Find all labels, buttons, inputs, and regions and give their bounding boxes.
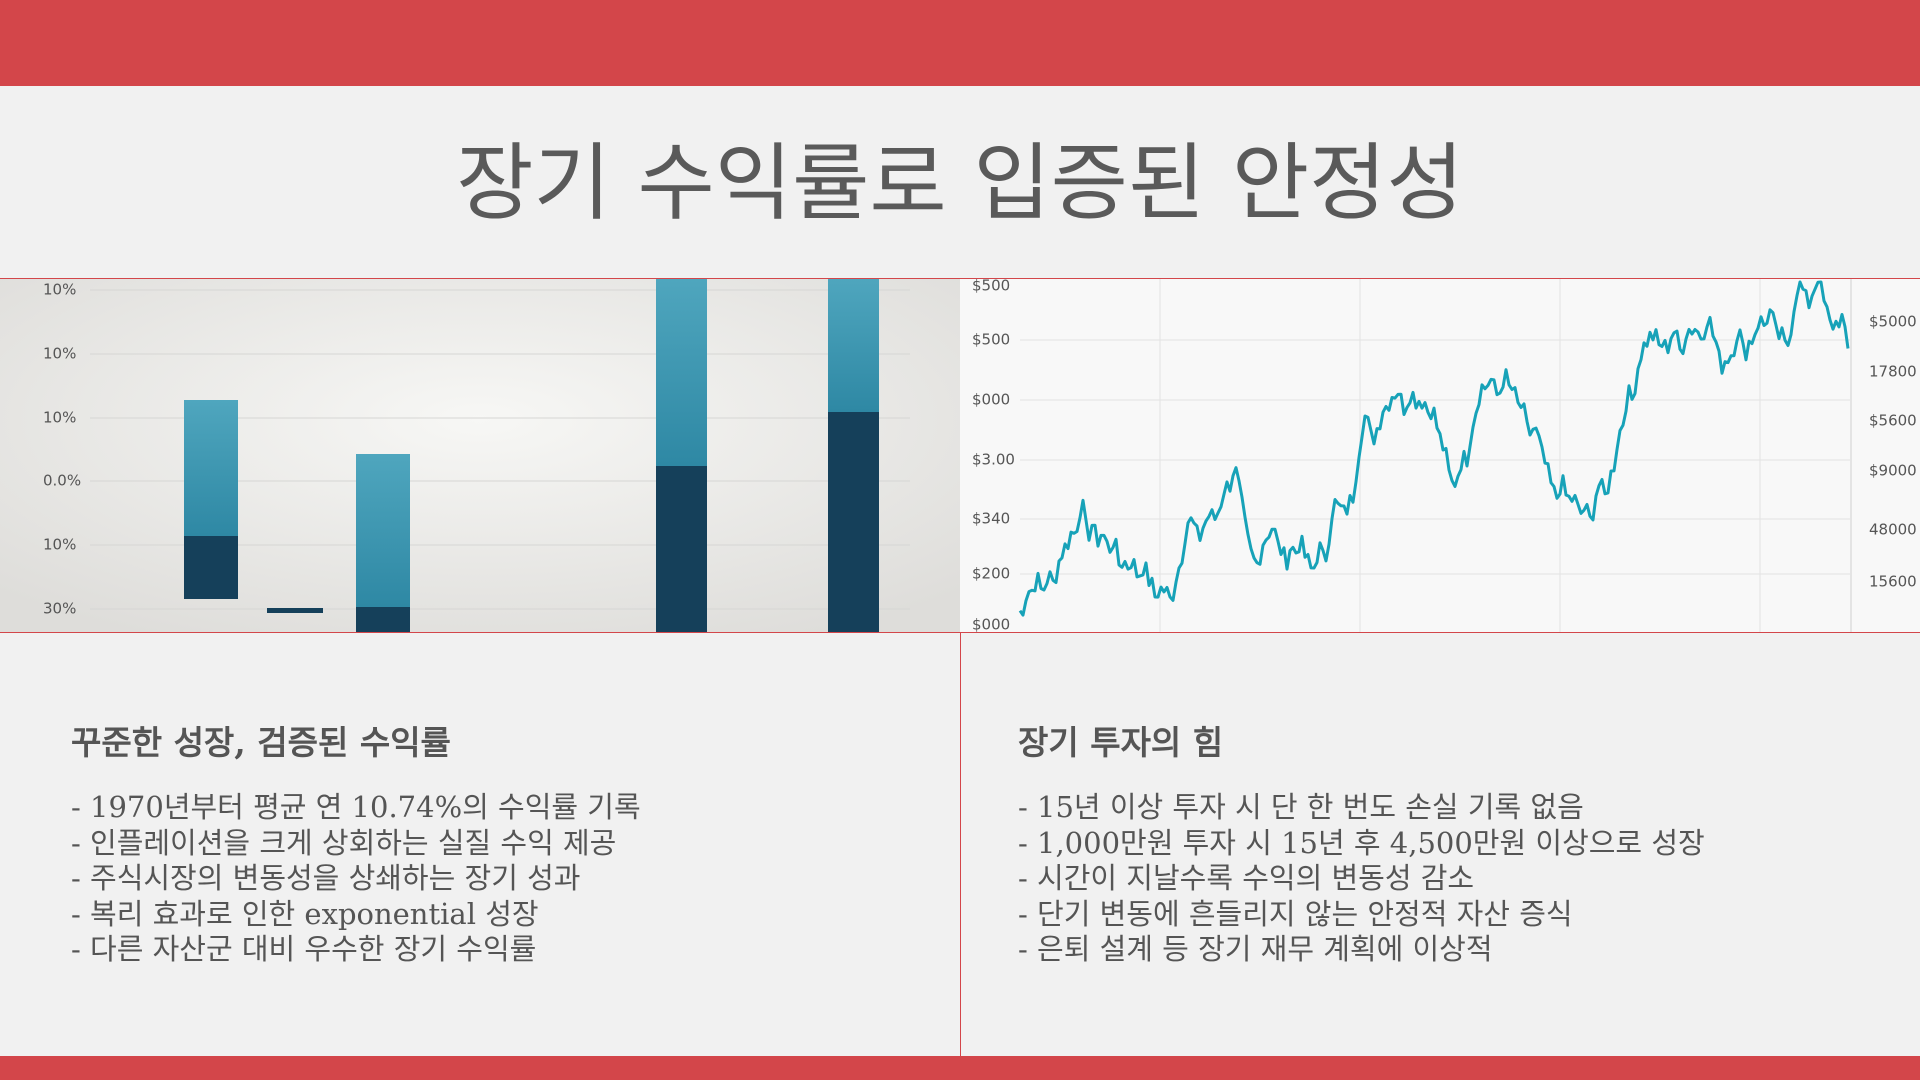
axis-label: 15600 xyxy=(1869,573,1917,591)
bullet: - 단기 변동에 흔들리지 않는 안정적 자산 증식 xyxy=(1018,896,1573,931)
axis-label: 30% xyxy=(43,600,76,618)
line-trace xyxy=(1018,280,1850,617)
section-heading: 장기 투자의 힘 xyxy=(1018,723,1224,762)
axis-label: $200 xyxy=(972,565,1010,583)
bullet: - 1,000만원 투자 시 15년 후 4,500만원 이상으로 성장 xyxy=(1018,825,1705,860)
image-background xyxy=(0,278,960,632)
line-chart-image: $500 $500 $000 $3.00 $340 $200 $000 $5000 17800 $… xyxy=(960,278,1920,632)
bullet: - 주식시장의 변동성을 상쇄하는 장기 성과 xyxy=(71,861,581,895)
bullet: - 15년 이상 투자 시 단 한 번도 손실 기록 없음 xyxy=(1018,790,1584,824)
bullet: - 복리 효과로 인한 exponential 성장 xyxy=(71,896,539,931)
axis-label: $9000 xyxy=(1869,462,1917,480)
axis-label: 10% xyxy=(43,281,76,299)
axis-label: 0.0% xyxy=(43,472,81,490)
axis-label: 10% xyxy=(43,409,76,427)
axis-label: $500 xyxy=(972,278,1010,295)
bars xyxy=(184,278,879,632)
axis-label: $000 xyxy=(972,391,1010,409)
divider xyxy=(0,278,1920,279)
bullet: - 다른 자산군 대비 우수한 장기 수익률 xyxy=(71,932,537,966)
axis-label: $500 xyxy=(972,331,1010,349)
top-bar xyxy=(0,0,1920,86)
axis-label: 48000 xyxy=(1869,521,1917,539)
bullet: - 시간이 지날수록 수익의 변동성 감소 xyxy=(1018,861,1475,895)
grid xyxy=(1020,278,1852,632)
axis-label: 17800 xyxy=(1869,363,1917,381)
slide-title: 장기 수익률로 입증된 안정성 xyxy=(456,134,1464,232)
axis-label: $340 xyxy=(972,510,1010,528)
axis-label: $000 xyxy=(972,616,1010,633)
section-heading: 꾸준한 성장, 검증된 수익률 xyxy=(71,723,451,762)
axis-label: 10% xyxy=(43,536,76,554)
axis-label: 10% xyxy=(43,345,76,363)
text-section: 장기 투자의 힘 - 15년 이상 투자 시 단 한 번도 손실 기록 없음 - 1… xyxy=(1018,718,1878,968)
bullet: - 1970년부터 평균 연 10.74%의 수익률 기록 xyxy=(71,790,641,824)
axis-label: $5000 xyxy=(1869,313,1917,331)
axis-label: $5600 xyxy=(1869,412,1917,430)
bottom-bar xyxy=(0,1056,1920,1080)
bullet: - 은퇴 설계 등 장기 재무 계획에 이상적 xyxy=(1018,932,1493,966)
axis-label: $3.00 xyxy=(972,451,1015,469)
bar-chart-image: 10% 10% 10% 0.0% 10% 30% xyxy=(0,278,960,632)
text-section: 꾸준한 성장, 검증된 수익률 - 1970년부터 평균 연 10.74%의 수익… xyxy=(71,718,931,968)
divider xyxy=(960,632,961,1056)
bullet: - 인플레이션을 크게 상회하는 실질 수익 제공 xyxy=(71,825,617,860)
